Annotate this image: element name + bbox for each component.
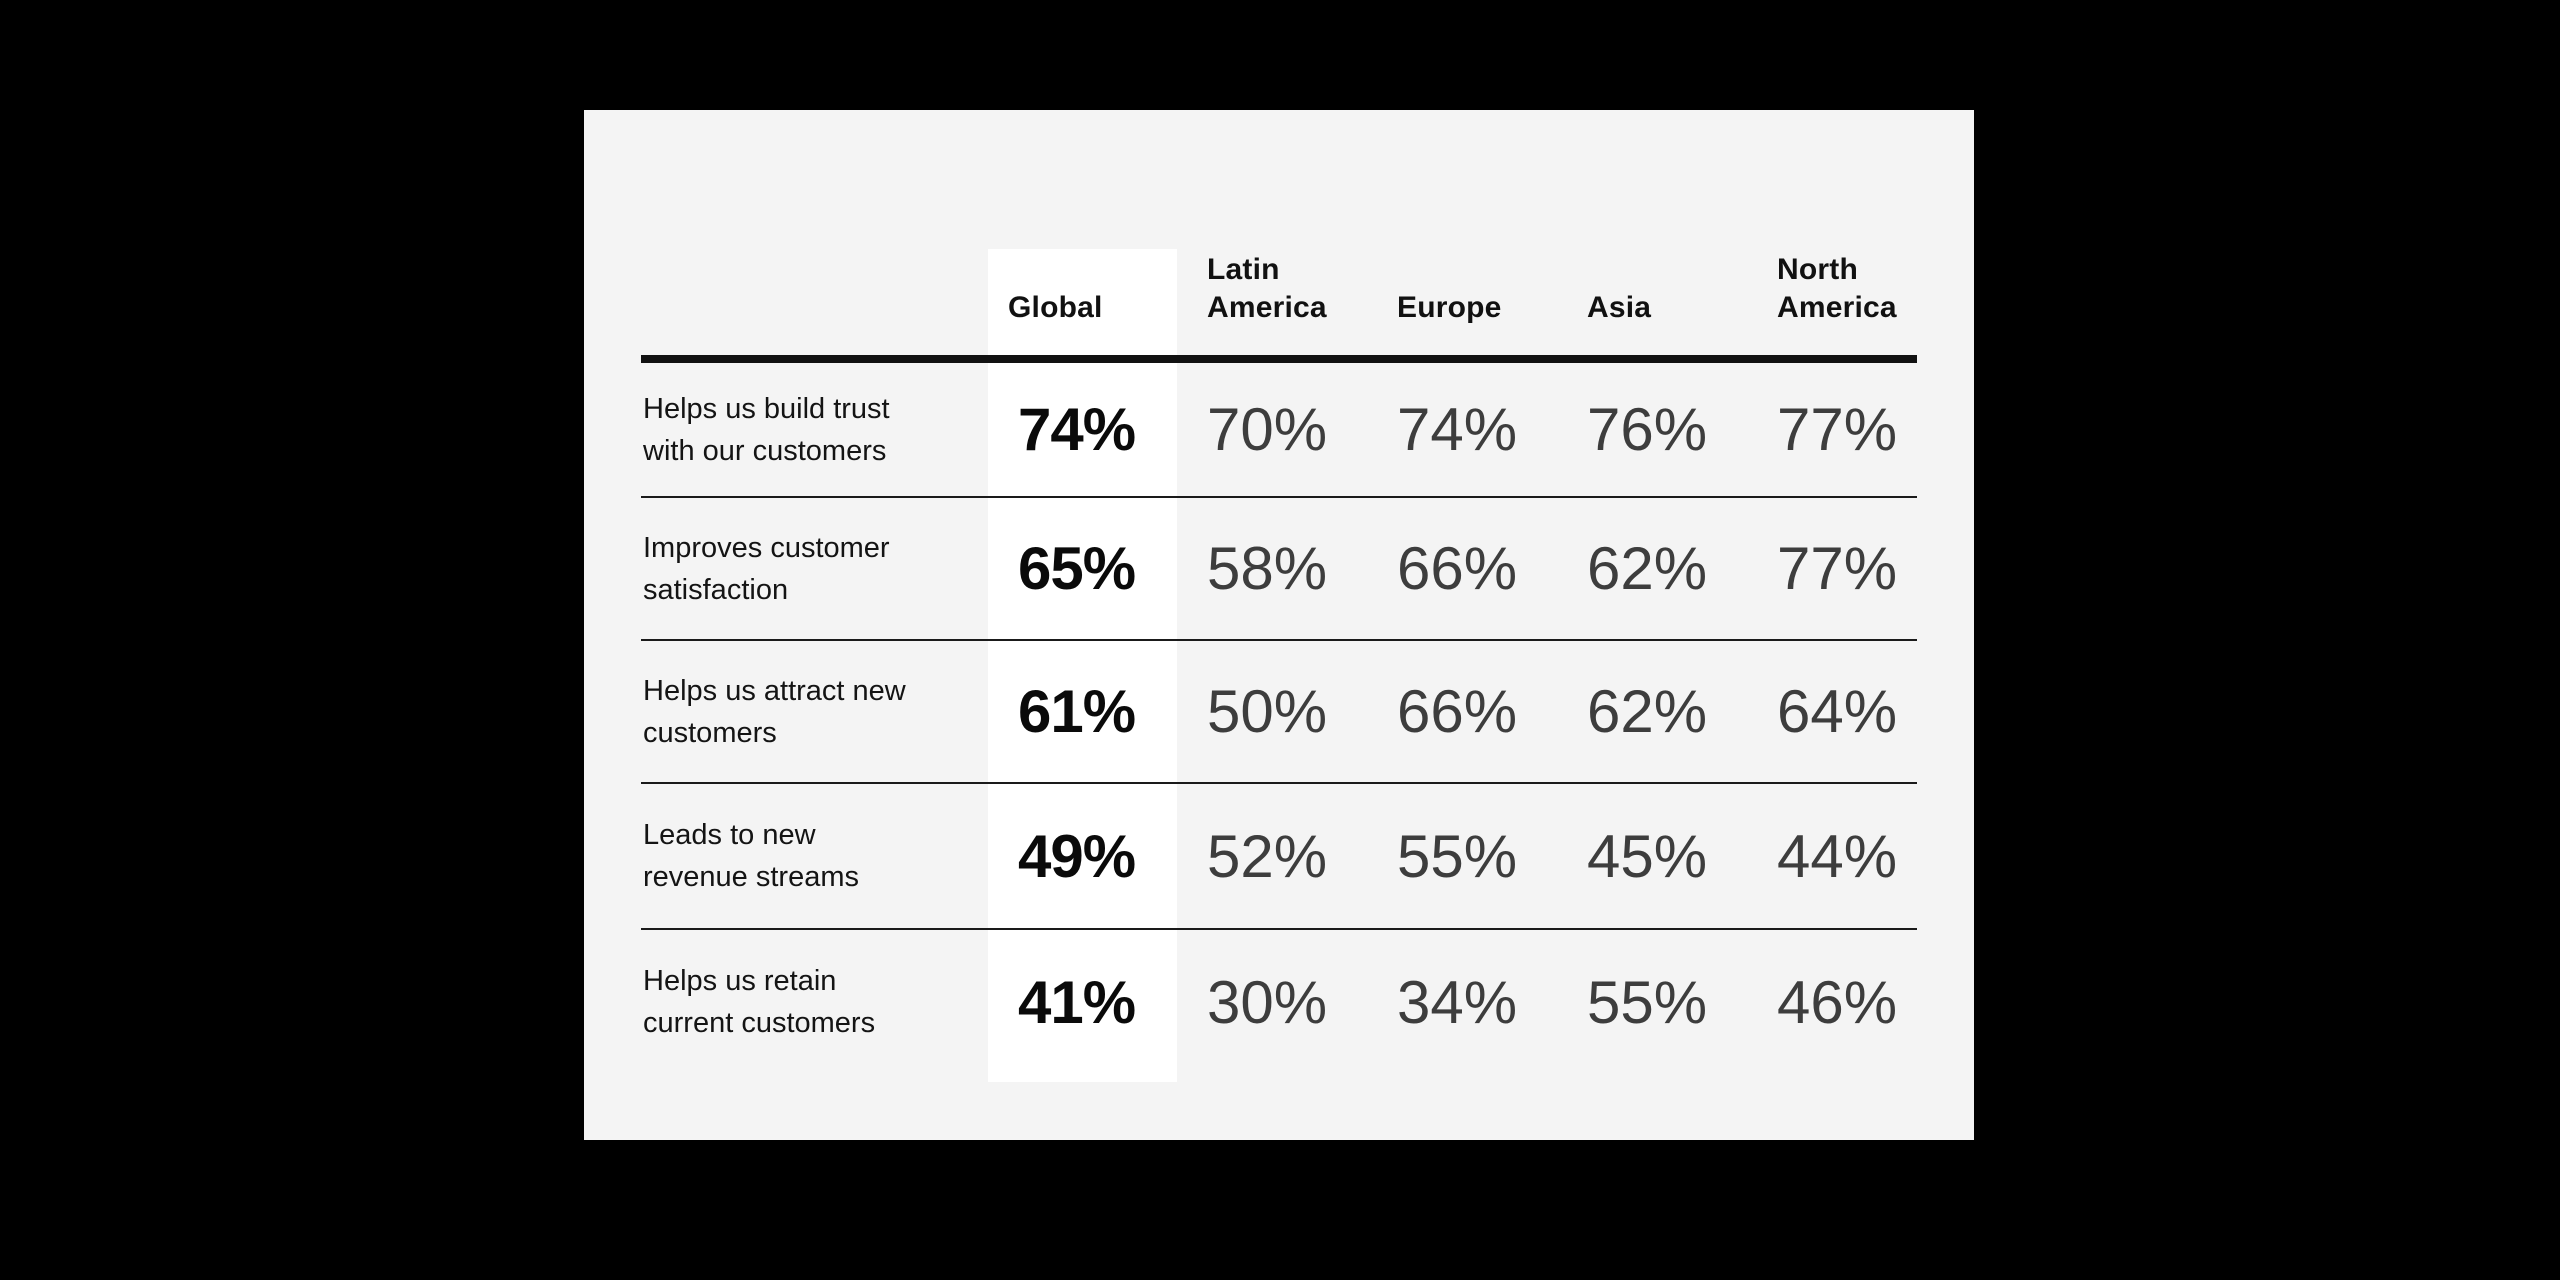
- cell-latin-america-value: 58%: [1207, 535, 1328, 602]
- header-line2: Asia: [1587, 291, 1652, 324]
- row-label-line2: current customers: [643, 1007, 876, 1039]
- cell-north-america-value: 44%: [1777, 822, 1898, 890]
- header-line1: [1397, 251, 1557, 289]
- cell-asia-value: 62%: [1587, 678, 1708, 745]
- row-label: Improves customer satisfaction: [641, 527, 988, 611]
- cell-north-america-value: 77%: [1777, 396, 1898, 463]
- row-label: Leads to new revenue streams: [641, 814, 988, 898]
- cell-north-america-value: 46%: [1777, 968, 1898, 1036]
- cell-global-value: 41%: [1018, 968, 1136, 1036]
- row-label-line2: satisfaction: [643, 573, 789, 606]
- cell-europe-value: 34%: [1397, 968, 1518, 1036]
- row-label-line1: Helps us retain: [643, 965, 837, 997]
- cell-europe-value: 66%: [1397, 535, 1518, 602]
- cell-asia-value: 76%: [1587, 396, 1708, 463]
- row-label-line1: Helps us build trust: [643, 392, 890, 425]
- cell-asia-value: 55%: [1587, 968, 1708, 1036]
- header-line2: America: [1777, 291, 1897, 324]
- header-line2: America: [1207, 291, 1327, 324]
- cell-europe-value: 55%: [1397, 822, 1518, 890]
- cell-global-value: 49%: [1018, 822, 1136, 890]
- cell-latin-america-value: 30%: [1207, 968, 1328, 1036]
- table-row: Improves customer satisfaction 65% 58% 6…: [641, 498, 1917, 641]
- header-line1: [1008, 251, 1177, 289]
- row-label: Helps us retain current customers: [641, 960, 988, 1044]
- cell-global-value: 61%: [1018, 678, 1136, 745]
- header-line2: Europe: [1397, 291, 1502, 324]
- survey-table-card: Global Latin America Europe Asia North A…: [584, 110, 1974, 1140]
- cell-global-value: 74%: [1018, 396, 1136, 463]
- regional-benefits-table: Global Latin America Europe Asia North A…: [641, 110, 1917, 1074]
- row-label: Helps us build trust with our customers: [641, 388, 988, 472]
- row-label: Helps us attract new customers: [641, 670, 988, 754]
- cell-north-america-value: 64%: [1777, 678, 1898, 745]
- cell-europe-value: 66%: [1397, 678, 1518, 745]
- header-line1: Latin: [1207, 253, 1280, 286]
- cell-latin-america-value: 70%: [1207, 396, 1328, 463]
- cell-asia-value: 45%: [1587, 822, 1708, 890]
- column-header-global: Global: [988, 251, 1177, 355]
- header-line2: Global: [1008, 291, 1103, 324]
- row-label-line2: revenue streams: [643, 861, 859, 893]
- column-header-asia: Asia: [1557, 251, 1747, 355]
- table-header-row: Global Latin America Europe Asia North A…: [641, 110, 1917, 363]
- row-label-line2: customers: [643, 716, 777, 749]
- global-column-highlight: [988, 249, 1177, 1082]
- row-label-line1: Leads to new: [643, 819, 816, 851]
- row-label-line2: with our customers: [643, 434, 887, 467]
- cell-asia-value: 62%: [1587, 535, 1708, 602]
- row-label-line1: Helps us attract new: [643, 674, 906, 707]
- table-row: Helps us build trust with our customers …: [641, 363, 1917, 498]
- column-header-north-america: North America: [1747, 251, 1917, 355]
- table-row: Helps us attract new customers 61% 50% 6…: [641, 641, 1917, 784]
- row-label-line1: Improves customer: [643, 531, 890, 564]
- cell-europe-value: 74%: [1397, 396, 1518, 463]
- cell-latin-america-value: 52%: [1207, 822, 1328, 890]
- cell-global-value: 65%: [1018, 535, 1136, 602]
- cell-latin-america-value: 50%: [1207, 678, 1328, 745]
- header-line1: [1587, 251, 1747, 289]
- table-row: Helps us retain current customers 41% 30…: [641, 930, 1917, 1074]
- table-row: Leads to new revenue streams 49% 52% 55%…: [641, 784, 1917, 930]
- column-header-latin-america: Latin America: [1177, 251, 1367, 355]
- column-header-europe: Europe: [1367, 251, 1557, 355]
- header-line1: North: [1777, 253, 1858, 286]
- cell-north-america-value: 77%: [1777, 535, 1898, 602]
- row-label-header: [641, 327, 988, 355]
